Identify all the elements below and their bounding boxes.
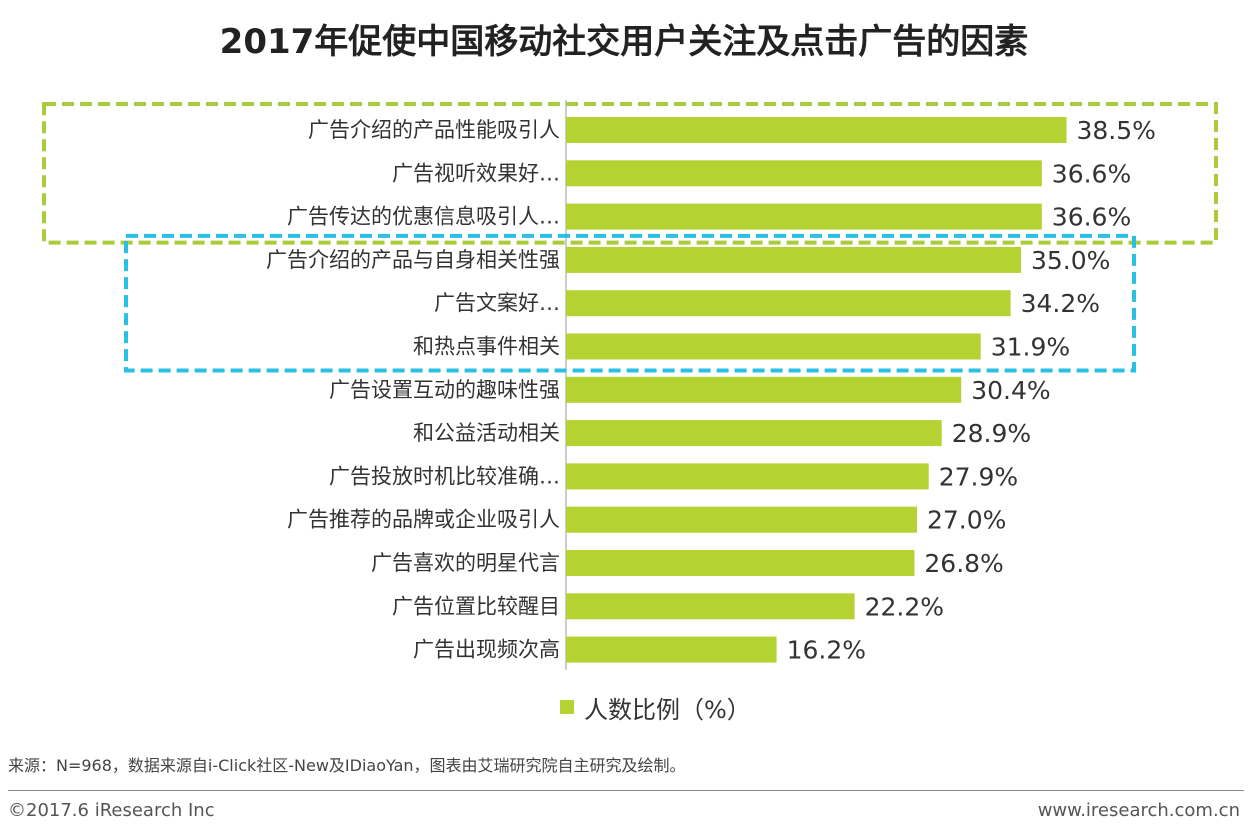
value-label-12: 16.2% — [787, 636, 866, 665]
bar-7 — [566, 420, 942, 447]
category-label-0: 广告介绍的产品性能吸引人 — [308, 118, 560, 142]
category-label-2: 广告传达的优惠信息吸引人… — [287, 205, 560, 229]
category-label-9: 广告推荐的品牌或企业吸引人 — [287, 508, 560, 532]
category-label-1: 广告视听效果好… — [392, 161, 560, 185]
value-label-6: 30.4% — [971, 376, 1050, 405]
category-label-3: 广告介绍的产品与自身相关性强 — [266, 248, 560, 272]
category-label-7: 和公益活动相关 — [413, 421, 560, 445]
category-label-12: 广告出现频次高 — [413, 638, 560, 662]
value-label-9: 27.0% — [927, 506, 1006, 535]
category-label-4: 广告文案好… — [434, 291, 560, 315]
bar-0 — [566, 117, 1067, 143]
bar-10 — [566, 550, 915, 576]
footer-divider — [8, 790, 1244, 791]
chart-title: 2017年促使中国移动社交用户关注及点击广告的因素 — [219, 22, 1029, 62]
value-label-11: 22.2% — [865, 592, 944, 621]
bar-2 — [566, 203, 1042, 230]
footer-website: www.iresearch.com.cn — [1037, 800, 1240, 821]
value-label-2: 36.6% — [1052, 203, 1131, 232]
category-label-10: 广告喜欢的明星代言 — [371, 551, 560, 575]
bar-6 — [566, 376, 962, 403]
value-label-8: 27.9% — [939, 462, 1018, 491]
category-label-6: 广告设置互动的趣味性强 — [329, 378, 560, 402]
value-label-1: 36.6% — [1052, 159, 1131, 188]
bar-11 — [566, 593, 855, 620]
bar-9 — [566, 506, 917, 533]
source-note: 来源：N=968，数据来源自i-Click社区-New及IDiaoYan，图表由… — [8, 756, 686, 775]
legend: 人数比例（%） — [560, 690, 751, 724]
highlight-box-0 — [42, 102, 1218, 245]
category-label-5: 和热点事件相关 — [413, 335, 560, 359]
value-label-4: 34.2% — [1021, 289, 1100, 318]
category-label-11: 广告位置比较醒目 — [392, 594, 560, 618]
value-label-3: 35.0% — [1031, 246, 1110, 275]
bar-1 — [566, 160, 1042, 187]
value-label-7: 28.9% — [952, 419, 1031, 448]
bar-4 — [566, 290, 1011, 317]
bar-8 — [566, 463, 929, 490]
highlight-box-1 — [124, 233, 1136, 373]
value-label-0: 38.5% — [1077, 116, 1156, 145]
bar-chart: 广告介绍的产品性能吸引人 38.5% 广告视听效果好… 36.6% 广告传达的优惠信息吸… — [42, 100, 1218, 670]
footer-copyright: ©2017.6 iResearch Inc — [8, 800, 215, 821]
legend-label: 人数比例（%） — [584, 695, 751, 724]
bar-5 — [566, 333, 981, 360]
legend-swatch — [560, 700, 574, 714]
category-label-8: 广告投放时机比较准确… — [329, 464, 560, 488]
value-label-5: 31.9% — [991, 333, 1070, 362]
bar-12 — [566, 636, 777, 663]
bar-3 — [566, 246, 1021, 273]
value-label-10: 26.8% — [924, 549, 1003, 578]
